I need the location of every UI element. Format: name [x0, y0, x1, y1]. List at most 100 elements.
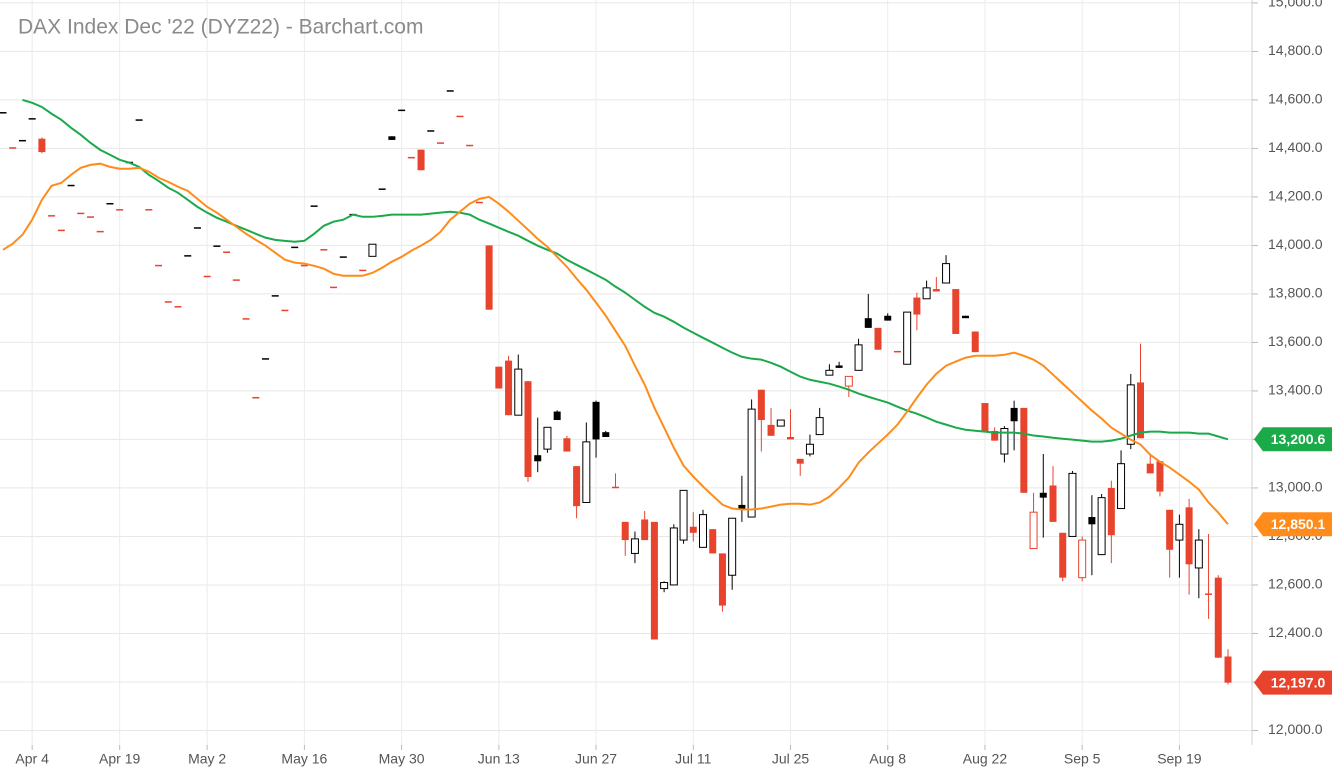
candle-body — [193, 227, 201, 229]
candle-body — [339, 256, 347, 258]
candle-body — [446, 90, 454, 92]
candle-body — [1049, 485, 1057, 522]
chart-title: DAX Index Dec '22 (DYZ22) - Barchart.com — [18, 16, 423, 39]
candle-body — [699, 514, 707, 548]
x-tick-label: Jun 27 — [575, 751, 617, 767]
candle-body — [641, 519, 649, 541]
candle-body — [1029, 511, 1038, 550]
candle-body — [437, 142, 444, 144]
candle-body — [971, 331, 979, 353]
candle-body — [1185, 507, 1193, 565]
candle-body — [874, 327, 882, 350]
candle-body — [1194, 539, 1203, 569]
y-tick-label: 15,000.0 — [1268, 0, 1323, 10]
candle-body — [28, 118, 36, 120]
y-tick-label: 12,000.0 — [1268, 721, 1323, 737]
candle-body — [621, 521, 629, 541]
candle-body — [1088, 517, 1096, 525]
candle-body — [0, 112, 7, 114]
candle-body — [757, 389, 765, 421]
candle-body — [87, 216, 94, 218]
candle-body — [602, 432, 610, 438]
y-tick-label: 14,000.0 — [1268, 236, 1323, 252]
price-tag-label: 12,850.1 — [1271, 516, 1326, 532]
candle-body — [592, 401, 600, 440]
x-tick-label: Jun 13 — [478, 751, 520, 767]
candle-body — [310, 205, 318, 207]
candle-body — [1078, 539, 1087, 579]
moving-average-line — [2, 162, 1229, 525]
y-tick-label: 14,800.0 — [1268, 42, 1323, 58]
candle-body — [553, 411, 561, 421]
candle-body — [398, 109, 406, 112]
candle-body — [1156, 461, 1164, 492]
candle-body — [252, 396, 260, 399]
candle-body — [543, 426, 552, 450]
y-tick-label: 12,600.0 — [1268, 576, 1323, 592]
candle-body — [505, 360, 513, 416]
candle-body — [854, 344, 863, 371]
candle-body — [1175, 523, 1184, 541]
candle-body — [922, 287, 931, 300]
candle-body — [1224, 656, 1232, 683]
candle-body — [709, 529, 717, 554]
candle-body — [952, 289, 960, 334]
candle-body — [669, 527, 678, 586]
price-tag-label: 12,197.0 — [1271, 674, 1326, 690]
candle-body — [893, 350, 901, 353]
candle-body — [475, 201, 483, 204]
x-tick-label: May 16 — [281, 751, 327, 767]
y-tick-label: 13,800.0 — [1268, 285, 1323, 301]
candle-body — [116, 209, 124, 211]
candle-body — [291, 246, 299, 249]
x-tick-label: Aug 8 — [869, 751, 906, 767]
moving-average-line — [22, 98, 1229, 443]
x-tick-label: May 2 — [188, 751, 226, 767]
candle-body — [1097, 497, 1106, 556]
candle-body — [747, 408, 756, 518]
candle-body — [728, 517, 737, 576]
candle-body — [612, 486, 619, 489]
candle-body — [962, 315, 969, 319]
candle-body — [242, 318, 250, 320]
candle-body — [388, 136, 396, 140]
candle-body — [991, 430, 999, 441]
candle-body — [184, 255, 192, 257]
x-tick-label: Apr 19 — [99, 751, 140, 767]
candle-body — [378, 188, 386, 190]
x-tick-label: Jul 25 — [772, 751, 810, 767]
candle-body — [1000, 428, 1009, 455]
x-tick-label: Jul 11 — [675, 751, 712, 767]
candle-body — [359, 269, 367, 272]
candle-body — [524, 381, 532, 478]
candle-body — [427, 130, 435, 132]
candle-body — [1214, 577, 1222, 658]
candle-body — [330, 286, 338, 289]
y-tick-label: 14,400.0 — [1268, 139, 1323, 155]
y-tick-label: 13,000.0 — [1268, 479, 1323, 495]
candle-body — [67, 184, 75, 187]
candle-body — [48, 215, 56, 217]
candle-body — [738, 504, 746, 510]
candle-body — [805, 443, 814, 455]
candle-body — [563, 438, 571, 452]
candle-body — [145, 209, 153, 211]
candle-body — [630, 538, 639, 554]
candle-body — [320, 249, 328, 251]
candle-body — [77, 212, 85, 215]
candle-body — [932, 289, 940, 292]
candle-body — [787, 437, 794, 440]
candle-body — [164, 301, 172, 303]
candle-body — [796, 458, 804, 464]
candle-body — [1205, 593, 1213, 595]
candle-body — [689, 526, 697, 533]
candle-body — [942, 263, 951, 284]
candle-body — [1107, 487, 1115, 536]
candle-body — [1137, 382, 1144, 439]
candle-body — [864, 318, 872, 328]
x-tick-label: Sep 5 — [1064, 751, 1101, 767]
candle-body — [223, 251, 231, 253]
candle-body — [844, 375, 853, 387]
candle-body — [281, 309, 289, 312]
